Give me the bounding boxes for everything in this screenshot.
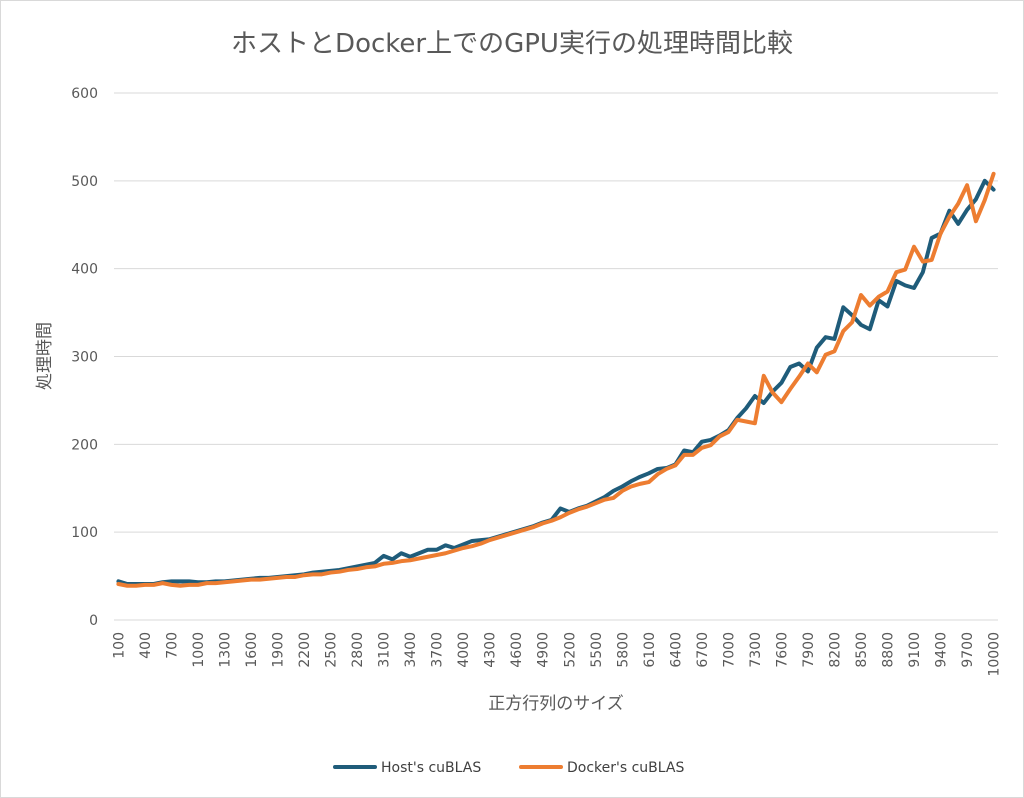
x-tick-label: 3700 — [430, 632, 446, 668]
x-tick-label: 3400 — [403, 632, 419, 668]
x-tick-label: 2800 — [350, 632, 366, 668]
x-tick-label: 7000 — [721, 632, 737, 668]
x-tick-label: 9100 — [907, 632, 923, 668]
x-tick-label: 6700 — [695, 632, 711, 668]
y-tick-label: 200 — [71, 437, 98, 453]
x-tick-label: 1300 — [218, 632, 234, 668]
x-tick-label: 5800 — [615, 632, 631, 668]
y-axis-title: 処理時間 — [35, 322, 55, 390]
x-tick-label: 8500 — [854, 632, 870, 668]
x-tick-label: 8800 — [881, 632, 897, 668]
y-tick-label: 0 — [89, 613, 98, 629]
x-tick-label: 6400 — [668, 632, 684, 668]
x-tick-label: 700 — [164, 632, 180, 659]
x-tick-label: 2500 — [324, 632, 340, 668]
x-tick-label: 4900 — [536, 632, 552, 668]
y-tick-labels: 0 100 200 300 400 500 600 — [71, 86, 98, 629]
y-tick-label: 400 — [71, 262, 98, 278]
series-line-docker-cublas — [116, 171, 996, 588]
x-tick-label: 7300 — [748, 632, 764, 668]
x-tick-labels: 100 400 700 1000 1300 1600 1900 2200 2500 2800 310… — [111, 632, 1002, 677]
x-axis-title: 正方行列のサイズ — [488, 694, 624, 714]
x-tick-label: 5500 — [589, 632, 605, 668]
chart-title: ホストとDocker上でのGPU実行の処理時間比較 — [231, 29, 793, 59]
y-tick-label: 600 — [71, 86, 98, 102]
x-tick-label: 10000 — [987, 632, 1003, 677]
series-lines — [116, 171, 996, 588]
x-tick-label: 6100 — [642, 632, 658, 668]
legend: Host's cuBLAS Docker's cuBLAS — [333, 760, 684, 776]
y-tick-label: 500 — [71, 174, 98, 190]
x-tick-label: 3100 — [377, 632, 393, 668]
x-tick-label: 7600 — [774, 632, 790, 668]
legend-label-host: Host's cuBLAS — [381, 760, 481, 776]
gridlines — [114, 92, 998, 621]
x-tick-label: 7900 — [801, 632, 817, 668]
y-tick-label: 100 — [71, 525, 98, 541]
series-line-host-cublas — [116, 178, 996, 586]
x-tick-label: 9700 — [960, 632, 976, 668]
x-tick-label: 8200 — [827, 632, 843, 668]
y-tick-label: 300 — [71, 350, 98, 366]
legend-label-docker: Docker's cuBLAS — [567, 760, 684, 776]
x-tick-label: 5200 — [562, 632, 578, 668]
x-tick-label: 2200 — [297, 632, 313, 668]
x-tick-label: 400 — [138, 632, 154, 659]
x-tick-label: 4000 — [456, 632, 472, 668]
x-tick-label: 1000 — [191, 632, 207, 668]
x-tick-label: 4300 — [483, 632, 499, 668]
x-tick-label: 4600 — [509, 632, 525, 668]
x-tick-label: 100 — [111, 632, 127, 659]
x-tick-label: 1600 — [244, 632, 260, 668]
x-tick-label: 1900 — [271, 632, 287, 668]
x-tick-label: 9400 — [934, 632, 950, 668]
